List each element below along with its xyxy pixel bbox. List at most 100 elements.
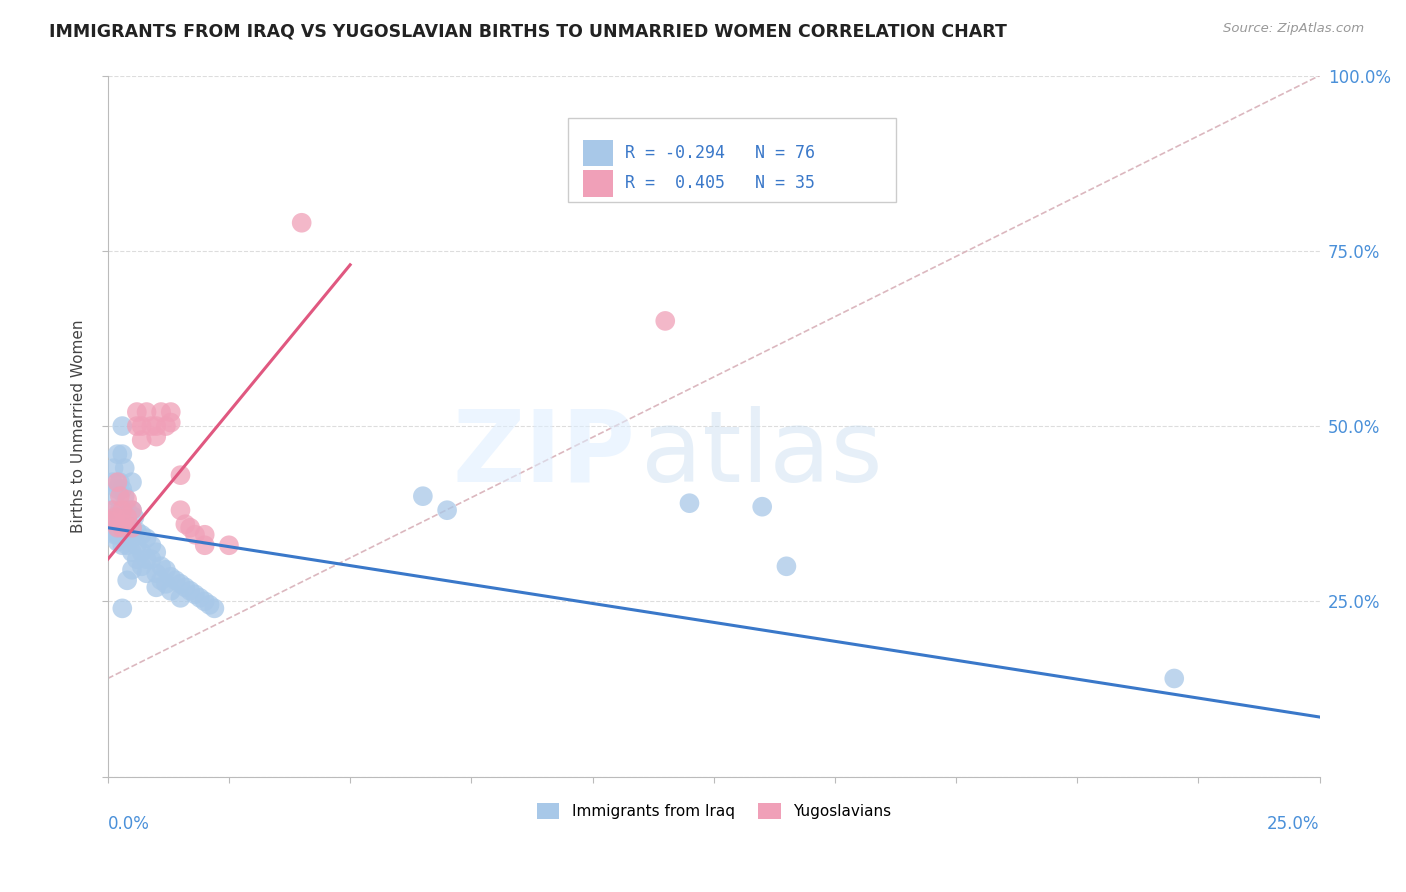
Point	[107, 517, 129, 532]
Point	[125, 524, 148, 539]
Point	[141, 419, 163, 434]
Point	[145, 419, 167, 434]
Point	[131, 545, 153, 559]
Point	[179, 583, 201, 598]
Text: 0.0%: 0.0%	[108, 815, 149, 833]
Point	[179, 521, 201, 535]
Point	[775, 559, 797, 574]
Point	[188, 591, 211, 605]
Point	[101, 517, 124, 532]
Point	[135, 405, 157, 419]
Point	[1163, 672, 1185, 686]
Point	[145, 545, 167, 559]
Point	[124, 510, 146, 524]
Point	[115, 521, 138, 535]
Point	[111, 503, 134, 517]
Point	[169, 591, 191, 605]
Point	[103, 524, 125, 539]
Point	[107, 534, 129, 549]
Point	[104, 510, 127, 524]
Text: ZIP: ZIP	[453, 406, 636, 502]
Point	[98, 514, 121, 528]
Text: 25.0%: 25.0%	[1267, 815, 1320, 833]
Point	[125, 419, 148, 434]
Point	[135, 566, 157, 581]
Point	[141, 552, 163, 566]
FancyBboxPatch shape	[583, 140, 613, 166]
Point	[108, 503, 131, 517]
Point	[121, 521, 143, 535]
Point	[131, 419, 153, 434]
Point	[174, 580, 197, 594]
Point	[218, 538, 240, 552]
Point	[159, 583, 181, 598]
Point	[114, 461, 136, 475]
Point	[145, 566, 167, 581]
Point	[184, 587, 207, 601]
Point	[141, 538, 163, 552]
Point	[107, 527, 129, 541]
Point	[131, 433, 153, 447]
Point	[155, 563, 177, 577]
Point	[101, 475, 124, 490]
Point	[114, 489, 136, 503]
Point	[115, 574, 138, 588]
Point	[131, 527, 153, 541]
Text: atlas: atlas	[641, 406, 883, 502]
Point	[100, 503, 122, 517]
Point	[194, 527, 217, 541]
Point	[115, 527, 138, 541]
Point	[751, 500, 773, 514]
Point	[121, 475, 143, 490]
Point	[111, 447, 134, 461]
FancyBboxPatch shape	[583, 169, 613, 196]
Point	[150, 405, 173, 419]
Text: R =  0.405   N = 35: R = 0.405 N = 35	[626, 174, 815, 192]
Text: IMMIGRANTS FROM IRAQ VS YUGOSLAVIAN BIRTHS TO UNMARRIED WOMEN CORRELATION CHART: IMMIGRANTS FROM IRAQ VS YUGOSLAVIAN BIRT…	[49, 22, 1007, 40]
Point	[107, 510, 129, 524]
FancyBboxPatch shape	[568, 118, 896, 202]
Point	[125, 405, 148, 419]
Point	[174, 517, 197, 532]
Point	[115, 492, 138, 507]
Point	[654, 314, 676, 328]
Point	[194, 594, 217, 608]
Point	[125, 538, 148, 552]
Point	[115, 503, 138, 517]
Point	[150, 559, 173, 574]
Point	[121, 563, 143, 577]
Point	[111, 521, 134, 535]
Y-axis label: Births to Unmarried Women: Births to Unmarried Women	[72, 319, 86, 533]
Point	[121, 503, 143, 517]
Point	[101, 503, 124, 517]
Point	[104, 527, 127, 541]
Point	[291, 216, 314, 230]
Point	[145, 429, 167, 443]
Point	[145, 580, 167, 594]
Point	[184, 527, 207, 541]
Point	[103, 461, 125, 475]
Point	[159, 570, 181, 584]
Point	[194, 538, 217, 552]
Point	[111, 601, 134, 615]
Point	[104, 521, 127, 535]
Point	[412, 489, 434, 503]
Point	[169, 577, 191, 591]
Point	[436, 503, 458, 517]
Point	[111, 538, 134, 552]
Point	[111, 503, 134, 517]
Point	[155, 419, 177, 434]
Point	[135, 531, 157, 545]
Point	[125, 552, 148, 566]
Text: Source: ZipAtlas.com: Source: ZipAtlas.com	[1223, 22, 1364, 36]
Point	[114, 517, 136, 532]
Point	[107, 447, 129, 461]
Point	[131, 559, 153, 574]
Point	[150, 574, 173, 588]
Point	[678, 496, 700, 510]
Point	[202, 601, 225, 615]
Point	[169, 503, 191, 517]
Point	[165, 574, 187, 588]
Point	[169, 468, 191, 483]
Point	[135, 552, 157, 566]
